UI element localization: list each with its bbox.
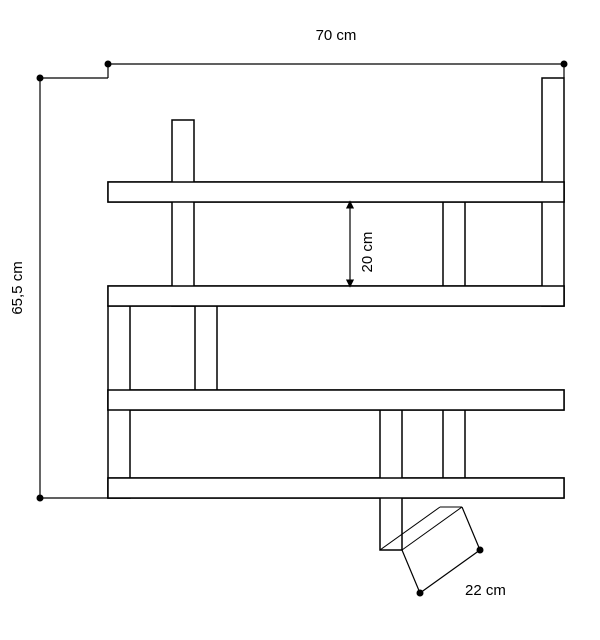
- dimension-gap: 20 cm: [350, 202, 376, 286]
- inner-right-panel-1: [443, 202, 465, 286]
- upper-vertical-panel: [172, 120, 194, 306]
- diagram-container: 70 cm 65,5 cm: [0, 0, 600, 640]
- shelf-diagram: 70 cm 65,5 cm: [0, 0, 600, 640]
- gap-label: 20 cm: [359, 232, 376, 273]
- depth-label: 22 cm: [465, 582, 506, 599]
- dimension-height: 65,5 cm: [9, 75, 108, 502]
- dimension-width: 70 cm: [105, 27, 568, 78]
- shelf-body: [108, 78, 564, 550]
- width-label: 70 cm: [316, 27, 357, 44]
- inner-right-panel-2: [443, 410, 465, 478]
- inner-left-panel: [195, 306, 217, 390]
- height-label: 65,5 cm: [9, 261, 26, 314]
